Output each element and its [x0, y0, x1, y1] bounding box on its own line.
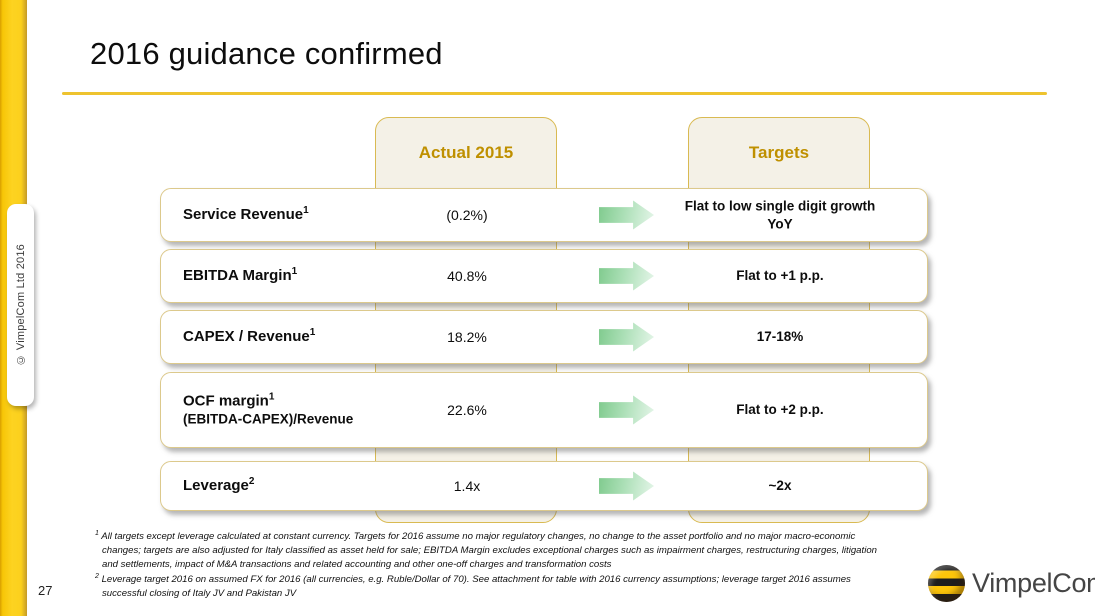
actual-value: (0.2%) — [446, 207, 488, 223]
row-label: Leverage2 — [183, 476, 255, 495]
footnotes: 1 All targets except leverage calculated… — [95, 529, 889, 601]
row-label: Service Revenue1 — [183, 205, 309, 224]
target-value: Flat to low single digit growth YoY — [684, 198, 876, 231]
right-arrow-icon — [599, 471, 654, 501]
table-row-leverage: Leverage2 1.4x ~2x — [160, 461, 928, 511]
row-label: OCF margin1 (EBITDA-CAPEX)/Revenue — [183, 391, 354, 427]
row-sublabel: (EBITDA-CAPEX)/Revenue — [183, 411, 354, 427]
copyright-tab: © VimpelCom Ltd 2016 — [7, 204, 34, 406]
vimpelcom-logo: VimpelCom — [928, 565, 1095, 602]
table-row-service-revenue: Service Revenue1 (0.2%) Flat to low sing… — [160, 188, 928, 242]
right-arrow-icon — [599, 322, 654, 352]
table-row-ocf-margin: OCF margin1 (EBITDA-CAPEX)/Revenue 22.6%… — [160, 372, 928, 448]
table-row-capex-revenue: CAPEX / Revenue1 18.2% 17-18% — [160, 310, 928, 364]
target-value: Flat to +1 p.p. — [736, 268, 824, 284]
right-arrow-icon — [599, 395, 654, 425]
footnote-1: 1 All targets except leverage calculated… — [95, 530, 877, 570]
actual-value: 18.2% — [447, 329, 487, 345]
page-title: 2016 guidance confirmed — [90, 36, 443, 71]
target-value: Flat to +2 p.p. — [736, 402, 824, 418]
footnote-ref: 1 — [303, 205, 309, 217]
footnote-ref: 1 — [268, 391, 275, 403]
page-number: 27 — [38, 583, 53, 598]
table-row-ebitda-margin: EBITDA Margin1 40.8% Flat to +1 p.p. — [160, 249, 928, 303]
vimpelcom-logo-text: VimpelCom — [972, 568, 1095, 598]
right-arrow-icon — [599, 200, 654, 230]
row-label: EBITDA Margin1 — [183, 266, 298, 285]
footnote-ref: 1 — [291, 266, 298, 278]
title-underline — [62, 92, 1047, 95]
vimpelcom-bee-sphere-icon — [928, 565, 965, 602]
copyright-vertical-text: © VimpelCom Ltd 2016 — [14, 244, 27, 366]
row-label: CAPEX / Revenue1 — [183, 327, 316, 346]
target-value: ~2x — [768, 478, 792, 494]
footnote-ref: 1 — [309, 327, 316, 339]
right-arrow-icon — [599, 261, 654, 291]
target-value: 17-18% — [756, 329, 804, 345]
footnote-2: 2 Leverage target 2016 on assumed FX for… — [95, 572, 851, 599]
actual-value: 1.4x — [453, 478, 481, 494]
column-header-actual: Actual 2015 — [418, 143, 514, 162]
footnote-ref: 2 — [248, 476, 255, 488]
actual-value: 40.8% — [447, 268, 487, 284]
column-header-targets: Targets — [748, 143, 810, 162]
actual-value: 22.6% — [447, 402, 487, 418]
